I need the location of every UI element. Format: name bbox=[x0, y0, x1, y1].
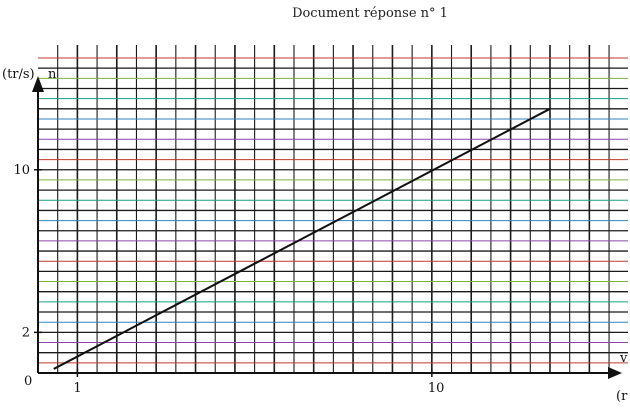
x-axis-label: v bbox=[619, 351, 628, 366]
x-tick-label: 10 bbox=[428, 381, 445, 396]
x-axis-unit-label: (r bbox=[616, 389, 628, 404]
y-axis-label: n bbox=[48, 67, 57, 82]
tick-labels: 1 10 2 10 bbox=[13, 163, 444, 396]
y-tick-label: 2 bbox=[22, 325, 30, 340]
origin-label: 0 bbox=[24, 374, 32, 389]
x-axis-arrow-icon bbox=[608, 367, 622, 379]
series-line bbox=[53, 107, 551, 370]
series-group bbox=[53, 107, 551, 370]
horizontal-gridlines bbox=[38, 57, 628, 364]
x-tick-label: 1 bbox=[73, 381, 81, 396]
y-axis-arrow-icon bbox=[32, 76, 44, 92]
axis-labels: (tr/s) n v (r 0 bbox=[2, 67, 628, 404]
page-title: Document réponse n° 1 bbox=[292, 6, 448, 21]
vertical-gridlines bbox=[57, 45, 610, 373]
axes bbox=[32, 76, 622, 379]
y-tick-label: 10 bbox=[13, 163, 30, 178]
y-axis-unit-label: (tr/s) bbox=[2, 67, 35, 82]
